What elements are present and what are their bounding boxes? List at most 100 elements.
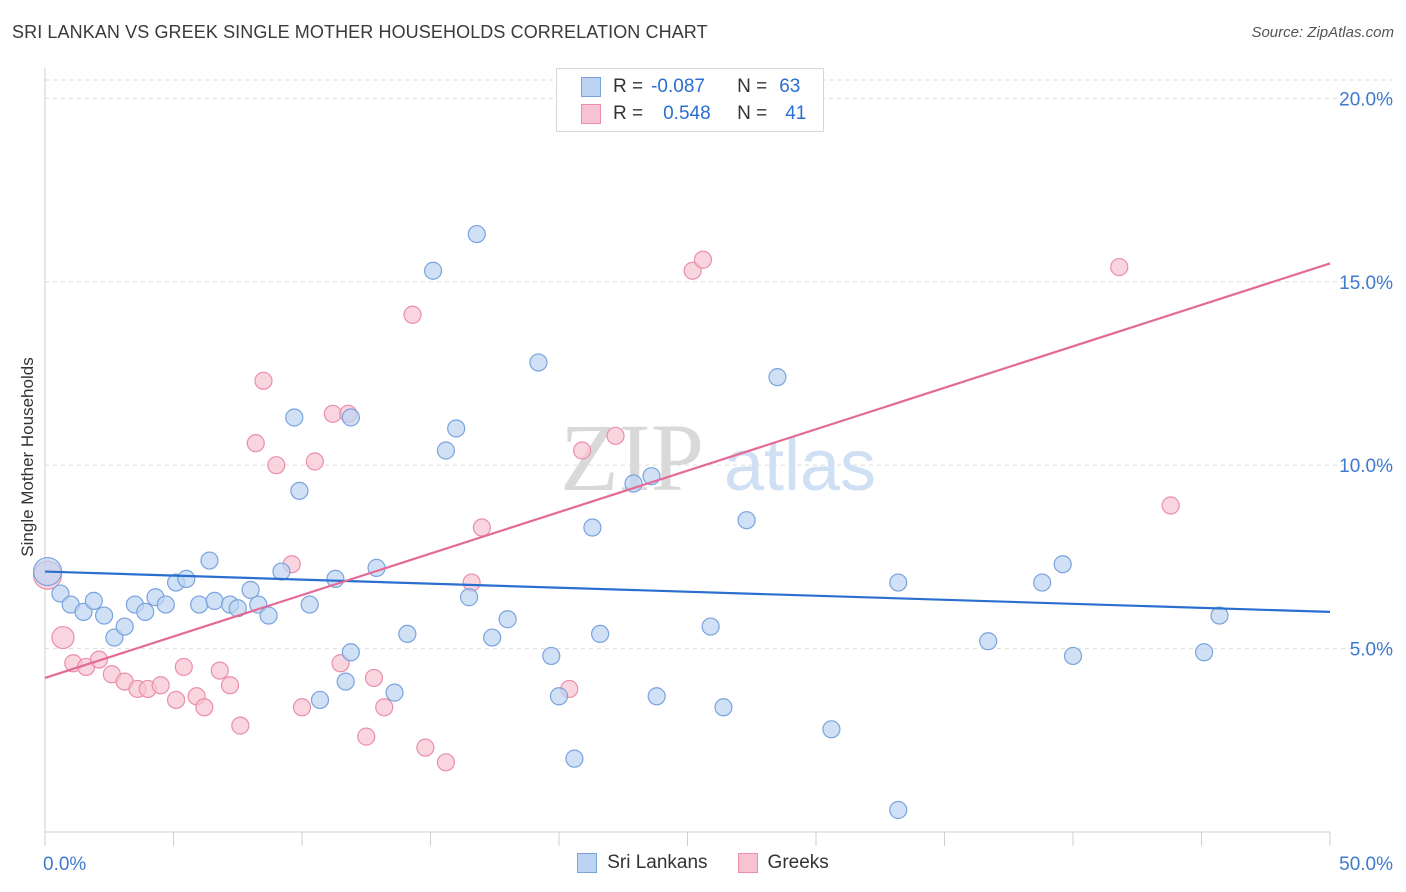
sri-lankan-point bbox=[737, 511, 756, 530]
sri-lankan-point bbox=[565, 749, 584, 768]
sri-lankan-point bbox=[549, 687, 569, 706]
sri-lankan-point bbox=[95, 606, 114, 625]
sri-lankan-trend-line bbox=[44, 570, 1331, 614]
sri-lankan-point bbox=[341, 408, 360, 427]
greek-trend-line bbox=[44, 262, 1331, 679]
chart-title: SRI LANKAN VS GREEK SINGLE MOTHER HOUSEH… bbox=[12, 22, 708, 42]
legend-swatch-pink bbox=[581, 104, 601, 124]
sri-lankan-point bbox=[467, 224, 486, 244]
sri-lankan-point bbox=[1210, 606, 1229, 625]
sri-lankan-point bbox=[436, 441, 456, 460]
legend-n-value: 63 bbox=[779, 76, 801, 97]
source-label: Source: ZipAtlas.com bbox=[1251, 24, 1394, 41]
sri-lankan-point bbox=[483, 628, 502, 647]
greek-point bbox=[403, 305, 422, 324]
y-tick-label: 20.0% bbox=[1339, 89, 1393, 110]
y-tick-label: 5.0% bbox=[1350, 640, 1393, 661]
greek-point bbox=[573, 441, 592, 460]
greek-point bbox=[357, 727, 376, 746]
greek-point bbox=[375, 698, 394, 717]
sri-lankan-point bbox=[84, 591, 103, 610]
sri-lankan-point bbox=[241, 580, 260, 599]
sri-lankan-point bbox=[385, 683, 404, 702]
sri-lankan-point bbox=[336, 672, 355, 691]
sri-lankan-point bbox=[979, 632, 998, 651]
greek-point bbox=[323, 404, 342, 423]
watermark-atlas: atlas bbox=[724, 426, 876, 506]
greek-point bbox=[151, 676, 170, 695]
series-swatch-blue bbox=[577, 853, 598, 873]
x-tick-label: 50.0% bbox=[1339, 854, 1393, 875]
greek-point bbox=[1161, 496, 1180, 515]
sri-lankan-point bbox=[341, 643, 360, 662]
legend-r-label: R = bbox=[613, 103, 644, 124]
sri-lankan-point bbox=[272, 562, 291, 581]
sri-lankan-point bbox=[822, 720, 841, 739]
greek-point bbox=[166, 690, 186, 710]
axes bbox=[44, 68, 1331, 846]
series-legend: Sri Lankans Greeks bbox=[0, 852, 1406, 874]
sri-lankan-point bbox=[529, 353, 548, 372]
series-swatch-pink bbox=[737, 853, 758, 873]
sri-lankan-point bbox=[701, 617, 720, 636]
greek-point bbox=[51, 625, 75, 650]
sri-lankan-point bbox=[1033, 573, 1052, 592]
legend-row-greeks: R = 0.548 N = 41 bbox=[581, 102, 806, 126]
sri-lankan-point bbox=[300, 595, 319, 614]
sri-lankan-point bbox=[423, 261, 443, 280]
sri-lankan-point bbox=[591, 624, 610, 644]
sri-lankan-point bbox=[200, 551, 219, 570]
sri-lankan-point bbox=[136, 602, 155, 622]
sri-lankan-point bbox=[889, 573, 908, 592]
legend-r-label: R = bbox=[613, 76, 644, 97]
greek-point bbox=[220, 676, 240, 695]
grid-lines bbox=[45, 79, 1392, 650]
sri-lankan-point bbox=[542, 646, 561, 666]
y-tick-label: 15.0% bbox=[1339, 273, 1393, 294]
sri-lankan-point bbox=[177, 569, 196, 588]
sri-lankan-point bbox=[1053, 555, 1072, 574]
sri-lankan-point bbox=[285, 408, 304, 427]
legend-r-value: 0.548 bbox=[663, 103, 711, 124]
y-tick-label: 10.0% bbox=[1339, 456, 1393, 477]
greek-point bbox=[292, 698, 312, 717]
sri-lankan-point bbox=[290, 481, 309, 500]
x-tick-label: 0.0% bbox=[43, 854, 86, 875]
sri-lankan-point bbox=[498, 610, 517, 629]
sri-lankan-point bbox=[190, 595, 209, 614]
sri-lankan-point bbox=[156, 595, 175, 614]
sri-lankan-point bbox=[647, 687, 666, 706]
series-name: Sri Lankans bbox=[607, 852, 708, 873]
sri-lankan-point bbox=[1194, 643, 1214, 662]
greek-point bbox=[472, 518, 491, 537]
sri-lankan-point bbox=[310, 690, 330, 710]
greek-point bbox=[606, 426, 625, 445]
sri-lankan-point bbox=[714, 698, 733, 717]
sri-lankan-point bbox=[889, 800, 908, 820]
legend-row-sri-lankans: R = -0.087 N = 63 bbox=[581, 75, 800, 99]
sri-lankan-point bbox=[115, 617, 134, 636]
greek-point bbox=[210, 661, 229, 680]
greek-point bbox=[174, 657, 193, 677]
legend-n-label: N = bbox=[737, 76, 768, 97]
series-name: Greeks bbox=[767, 852, 829, 873]
sri-lankan-point bbox=[583, 518, 602, 537]
tick-labels: 5.0% 10.0% 15.0% 20.0% 0.0% 50.0% bbox=[43, 89, 1393, 875]
greek-point bbox=[1110, 257, 1129, 277]
greek-point bbox=[246, 434, 265, 453]
sri-lankan-point bbox=[768, 368, 787, 387]
sri-lankan-point bbox=[447, 419, 466, 438]
legend-n-value: 41 bbox=[785, 103, 807, 124]
greek-point bbox=[436, 753, 456, 772]
greek-point bbox=[267, 456, 286, 475]
watermark: ZIP atlas bbox=[560, 404, 876, 511]
y-axis-title: Single Mother Households bbox=[18, 357, 37, 557]
greek-point bbox=[693, 250, 713, 269]
greek-point bbox=[416, 738, 435, 757]
sri-lankan-point bbox=[1063, 646, 1083, 666]
trend-lines bbox=[44, 262, 1331, 679]
sri-lankan-point bbox=[205, 591, 224, 610]
legend-n-label: N = bbox=[737, 103, 768, 124]
sri-lankan-point bbox=[259, 606, 278, 625]
sri-lankan-point bbox=[459, 588, 479, 607]
